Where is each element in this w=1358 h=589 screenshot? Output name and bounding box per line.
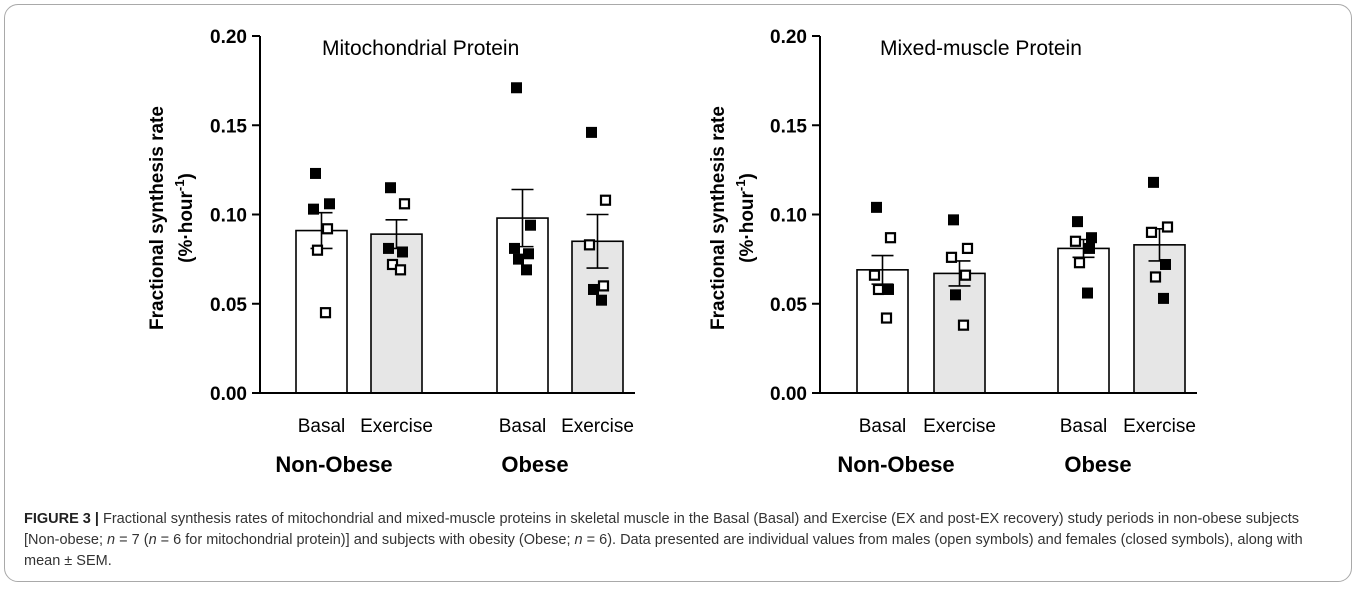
plot-area: 0.00 0.05 0.10 0.15 0.20 Basal Exercise Basal Ex… <box>210 27 635 437</box>
data-point-male <box>311 244 324 256</box>
figure-number: FIGURE 3 | <box>24 511 99 527</box>
figure-frame <box>4 4 1352 582</box>
figure-caption: FIGURE 3 | Fractional synthesis rates of… <box>24 509 1334 572</box>
data-point-male <box>961 242 974 255</box>
data-point-female <box>1158 292 1169 304</box>
data-point-female <box>871 201 882 213</box>
data-point-female <box>509 242 520 254</box>
panel-mitochondrial: Mitochondrial Protein Fractional synthes… <box>147 27 635 477</box>
data-point-male <box>597 280 610 292</box>
figure-charts: Mitochondrial Protein Fractional synthes… <box>147 27 1197 477</box>
data-point-female <box>523 248 534 260</box>
y-tick-label: 0.00 <box>210 384 247 405</box>
data-point-male <box>884 232 897 244</box>
caption-text: = 6 for mitochondrial protein)] and subj… <box>156 532 575 548</box>
data-point-female <box>1082 287 1093 299</box>
panel-title: Mixed-muscle Protein <box>880 37 1082 60</box>
data-point-female <box>324 198 335 210</box>
x-tick-label: Exercise <box>360 416 433 437</box>
data-point-female <box>310 167 321 179</box>
data-point-male <box>880 312 893 324</box>
data-point-male <box>394 264 407 276</box>
caption-text: Fractional synthesis rates of mitochondr… <box>24 511 1299 548</box>
data-point-female <box>397 246 408 258</box>
data-point-female <box>883 283 894 295</box>
x-tick-label: Basal <box>499 416 547 437</box>
caption-text: = 6). Data presented are individual valu… <box>24 532 1303 569</box>
y-tick-label: 0.05 <box>210 295 247 316</box>
bar <box>370 233 423 394</box>
y-tick-label: 0.10 <box>770 206 807 227</box>
group-label-obese: Obese <box>501 452 568 477</box>
y-tick-label: 0.00 <box>770 384 807 405</box>
data-point-female <box>586 126 597 138</box>
y-tick-label: 0.20 <box>770 27 807 48</box>
x-tick-label: Basal <box>298 416 346 437</box>
y-axis-unit: (%·hour-1) <box>733 173 758 263</box>
bar <box>571 240 624 394</box>
data-point-male <box>872 283 885 296</box>
data-point-female <box>1086 232 1097 244</box>
caption-n: n <box>107 532 116 548</box>
data-point-male <box>868 269 881 281</box>
caption-n: n <box>148 532 157 548</box>
y-tick-label: 0.20 <box>210 27 247 48</box>
data-point-female <box>596 294 607 306</box>
x-tick-label: Basal <box>1060 416 1108 437</box>
data-point-female <box>511 82 522 94</box>
data-point-male <box>1145 226 1158 238</box>
data-point-male <box>398 198 411 210</box>
data-point-female <box>948 214 959 226</box>
group-label-non-obese: Non-Obese <box>837 452 954 477</box>
data-point-female <box>1072 216 1083 228</box>
data-point-female <box>1084 242 1095 254</box>
data-point-male <box>957 319 970 331</box>
y-axis-label: Fractional synthesis rate <box>147 106 168 330</box>
group-label-non-obese: Non-Obese <box>275 452 392 477</box>
data-point-male <box>1073 257 1086 269</box>
y-tick-label: 0.15 <box>770 116 807 137</box>
caption-text: = 7 ( <box>115 532 149 548</box>
x-tick-label: Basal <box>859 416 907 437</box>
plot-area: 0.00 0.05 0.10 0.15 0.20 Basal Exercise Basal Ex… <box>770 27 1197 437</box>
y-tick-label: 0.10 <box>210 206 247 227</box>
data-point-female <box>588 283 599 295</box>
x-tick-label: Exercise <box>561 416 634 437</box>
data-point-male <box>319 307 332 319</box>
data-point-female <box>525 219 536 231</box>
data-point-male <box>945 251 958 263</box>
data-point-female <box>1160 258 1171 270</box>
data-point-male <box>321 223 334 235</box>
data-point-male <box>1069 235 1082 247</box>
x-tick-label: Exercise <box>923 416 996 437</box>
data-point-female <box>950 289 961 301</box>
data-point-male <box>583 239 596 251</box>
bar <box>1133 244 1186 394</box>
caption-n: n <box>574 532 583 548</box>
data-point-male <box>1161 221 1174 233</box>
data-point-female <box>383 242 394 254</box>
y-axis-label: Fractional synthesis rate <box>708 106 729 330</box>
y-axis-unit: (%·hour-1) <box>172 173 197 263</box>
bar <box>1057 247 1110 394</box>
data-point-male <box>599 194 612 206</box>
data-point-female <box>1148 176 1159 188</box>
y-tick-label: 0.05 <box>770 295 807 316</box>
data-point-female <box>521 264 532 276</box>
data-point-male <box>1149 271 1162 283</box>
data-point-male <box>959 269 972 281</box>
x-tick-label: Exercise <box>1123 416 1196 437</box>
panel-title: Mitochondrial Protein <box>322 37 519 60</box>
panel-mixed-muscle: Mixed-muscle Protein Fractional synthesi… <box>708 27 1197 477</box>
data-point-female <box>513 253 524 265</box>
y-tick-label: 0.15 <box>210 116 247 137</box>
data-point-female <box>385 182 396 194</box>
group-label-obese: Obese <box>1064 452 1131 477</box>
data-point-female <box>308 203 319 215</box>
